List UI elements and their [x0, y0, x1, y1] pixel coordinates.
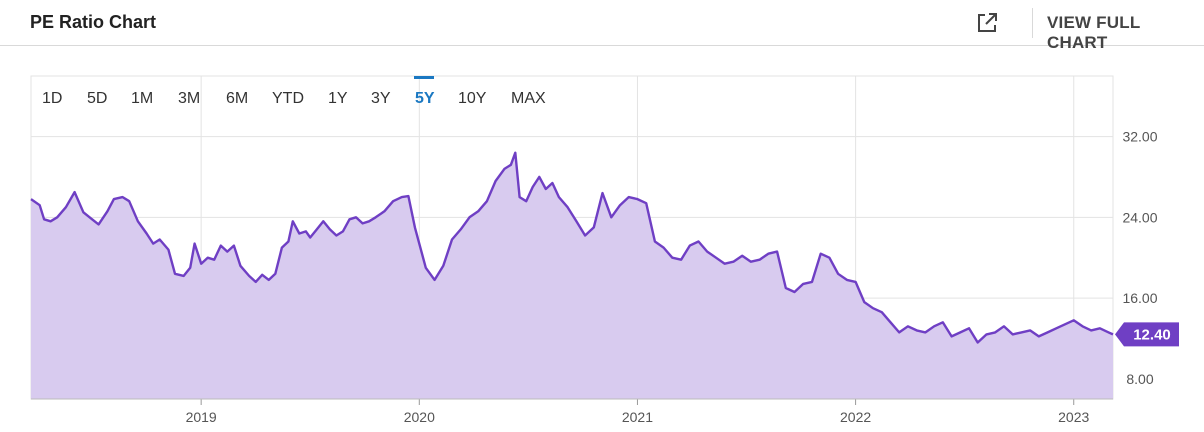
view-full-chart-link[interactable]: VIEW FULL CHART: [1047, 13, 1141, 52]
x-tick-label: 2021: [622, 409, 653, 425]
range-button-1y[interactable]: 1Y: [328, 90, 348, 107]
y-tick-label: 16.00: [1122, 290, 1157, 306]
range-button-ytd[interactable]: YTD: [272, 90, 304, 107]
pe-ratio-chart: 8.00 16.00 24.00 32.00 2019 2020 2021 2022 2023 1…: [30, 75, 1179, 425]
range-button-max[interactable]: MAX: [511, 90, 546, 107]
range-button-1d[interactable]: 1D: [42, 90, 63, 107]
x-tick-label: 2019: [186, 409, 217, 425]
series-area: [31, 152, 1113, 399]
range-button-1m[interactable]: 1M: [131, 90, 154, 107]
active-range-indicator: [414, 76, 434, 79]
y-tick-label: 24.00: [1122, 209, 1157, 225]
y-tick-label: 32.00: [1122, 129, 1157, 145]
series-line: [30, 151, 1114, 344]
last-value-badge: [1115, 322, 1179, 347]
range-button-5d[interactable]: 5D: [87, 90, 108, 107]
x-tick-label: 2020: [404, 409, 435, 425]
chart-header: PE Ratio Chart VIEW FULL CHART: [0, 0, 1204, 52]
external-link-icon[interactable]: [975, 11, 999, 35]
range-button-3y[interactable]: 3Y: [371, 90, 391, 107]
range-button-10y[interactable]: 10Y: [458, 90, 487, 107]
range-button-5y[interactable]: 5Y: [415, 90, 435, 107]
y-tick-label: 8.00: [1126, 371, 1153, 387]
range-button-3m[interactable]: 3M: [178, 90, 201, 107]
x-tick-label: 2023: [1058, 409, 1089, 425]
chart-title: PE Ratio Chart: [30, 12, 157, 32]
x-tick-label: 2022: [840, 409, 871, 425]
last-value-label: 12.40: [1133, 326, 1171, 343]
header-divider: [1032, 8, 1033, 38]
range-button-6m[interactable]: 6M: [226, 90, 249, 107]
